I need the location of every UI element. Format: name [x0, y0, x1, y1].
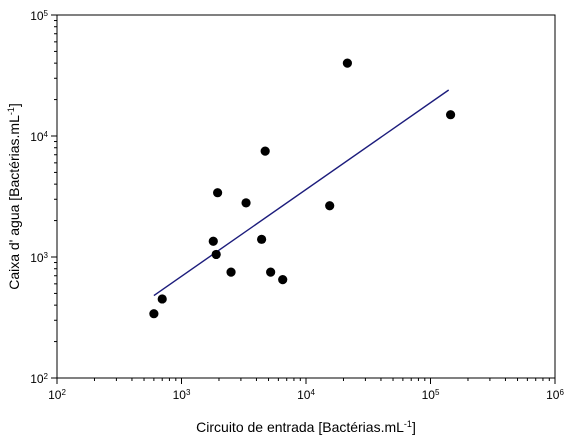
x-tick-label: 105 — [422, 388, 440, 403]
y-axis-title-base: Caixa d' agua [Bactérias.mL — [6, 115, 22, 290]
data-point — [445, 110, 456, 120]
x-tick-labels: 102 103 104 105 106 — [48, 388, 564, 403]
data-point — [157, 294, 167, 304]
x-axis-title: Circuito de entrada [Bactérias.mL-1] — [196, 419, 416, 435]
y-tick-label: 105 — [30, 9, 48, 24]
data-point — [257, 234, 267, 244]
data-points — [149, 58, 456, 319]
data-point — [278, 275, 288, 285]
data-point — [342, 58, 352, 68]
data-point — [208, 236, 218, 246]
data-point — [226, 267, 236, 277]
data-point — [325, 201, 335, 211]
trend-line — [153, 89, 450, 297]
y-tick-label: 104 — [30, 130, 48, 145]
data-point — [213, 188, 223, 198]
plot-frame — [56, 14, 556, 379]
data-point — [266, 267, 276, 277]
y-tick-labels: 102 103 104 105 — [30, 9, 48, 387]
y-tick-label: 103 — [30, 251, 48, 266]
data-point — [149, 309, 159, 319]
x-tick-label: 102 — [48, 388, 66, 403]
x-axis-title-end: ] — [412, 419, 416, 435]
x-tick-label: 106 — [546, 388, 564, 403]
y-axis-title-end: ] — [6, 103, 22, 107]
data-point — [260, 146, 270, 156]
data-point — [211, 249, 221, 260]
data-point — [241, 198, 251, 208]
y-tick-label: 102 — [30, 372, 48, 387]
x-axis-title-sup: -1 — [404, 419, 412, 429]
y-axis-title: Caixa d' agua [Bactérias.mL-1] — [6, 103, 22, 290]
y-axis-title-sup: -1 — [6, 107, 16, 115]
x-tick-label: 103 — [173, 388, 191, 403]
x-axis-title-base: Circuito de entrada [Bactérias.mL — [196, 419, 404, 435]
minor-ticks — [54, 20, 550, 381]
major-ticks — [51, 14, 556, 384]
x-tick-label: 104 — [297, 388, 315, 403]
